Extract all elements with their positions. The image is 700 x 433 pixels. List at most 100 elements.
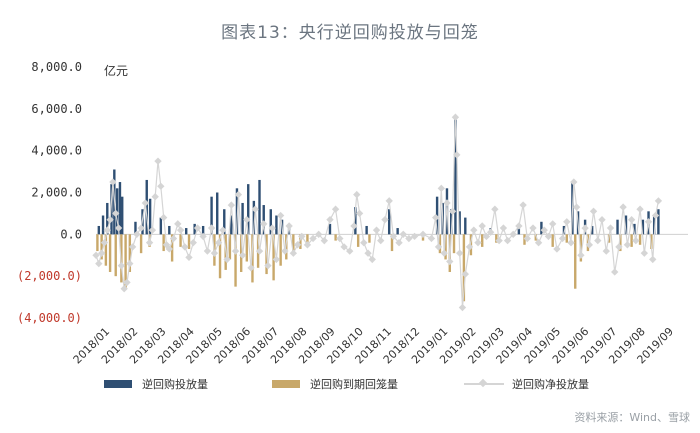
bar-investment [223,209,226,235]
plot-area [92,113,688,312]
bar-investment [269,209,272,235]
point-net [385,197,393,205]
point-net [381,215,389,224]
y-tick-label: 0.0 [60,227,82,241]
point-net [214,239,223,247]
bar-maturity [481,234,484,247]
point-net [644,218,653,226]
point-net [470,226,478,234]
y-tick-label: 2,000.0 [31,186,82,200]
bar-investment [101,215,105,235]
point-net [151,193,159,201]
point-net [231,247,240,255]
point-net [181,243,189,251]
point-net [117,262,126,270]
point-net [519,201,527,209]
bar-investment [396,228,399,235]
y-tick-label: (2,000.0) [17,269,82,283]
y-tick-label: (4,000.0) [17,311,82,325]
legend-swatch-net [464,378,504,389]
legend-swatch-investment [104,380,132,388]
bar-investment [652,215,656,235]
point-net [289,249,298,257]
bar-investment [148,198,152,235]
point-net [389,232,398,241]
point-net [159,213,168,222]
point-net [572,203,581,211]
bar-maturity [368,234,371,243]
bar-maturity [292,234,295,254]
legend-label-net: 逆回购净投放量 [512,378,589,391]
point-net [377,236,385,245]
bar-maturity [139,234,143,254]
bar-investment [110,184,113,235]
bar-investment [230,215,233,235]
point-net [443,199,451,207]
bar-maturity [104,234,108,266]
y-axis: 8,000.0 6,000.0 4,000.0 2,000.0 0.0 (2,000.0)… [17,60,82,325]
point-net [623,241,632,249]
chart-legend: 逆回购投放量 逆回购到期回笼量 逆回购净投放量 [0,374,700,394]
point-net [148,226,157,234]
bar-maturity [124,234,127,289]
bar-maturity [574,234,577,289]
bar-investment [517,225,521,235]
point-net [227,201,236,209]
point-net [405,234,413,243]
point-net [419,230,427,239]
point-net [461,270,469,278]
point-net [611,268,619,276]
bar-investment [657,209,660,235]
point-net [97,249,106,257]
bar-maturity [299,234,302,249]
point-net [174,220,182,228]
point-net [602,247,610,255]
bar-investment [540,221,543,235]
bar-maturity [334,234,337,241]
legend-item-maturity: 逆回购到期回笼量 [272,376,398,392]
unit-label: 亿元 [104,63,128,78]
point-net [606,224,615,232]
point-net [309,234,317,243]
legend-label-maturity: 逆回购到期回笼量 [310,378,398,391]
bar-maturity [128,234,132,272]
bar-investment [210,196,213,235]
point-net [654,197,663,205]
point-net [478,222,486,230]
point-net [529,224,537,232]
point-net [649,255,657,264]
point-net [281,247,289,255]
bar-maturity [187,234,191,249]
bar-investment [159,217,163,235]
point-net [523,234,531,243]
point-net [515,222,523,230]
point-net [558,234,567,243]
bar-investment [247,184,250,235]
bar-investment [97,225,101,235]
bar-investment [354,207,357,235]
point-net [165,245,173,253]
bar-maturity [272,234,275,281]
point-net [260,220,268,228]
point-net [567,239,575,247]
legend-label-investment: 逆回购投放量 [142,378,208,391]
bar-maturity [452,234,456,254]
point-net [446,257,454,266]
point-net [331,205,340,213]
point-net [594,236,602,245]
point-net [247,264,255,272]
bar-investment [216,192,219,235]
point-net [326,216,334,224]
bar-maturity [285,234,288,260]
bar-maturity [356,234,360,247]
point-net [399,230,407,238]
bar-maturity [162,234,165,252]
point-net [636,205,644,213]
bar-maturity [390,234,394,252]
bar-maturity [523,234,526,245]
point-net [123,278,131,287]
point-net [276,211,285,220]
point-net [627,216,636,224]
chart-title: 图表13：央行逆回购投放与回笼 [221,23,479,43]
point-net [453,151,461,159]
